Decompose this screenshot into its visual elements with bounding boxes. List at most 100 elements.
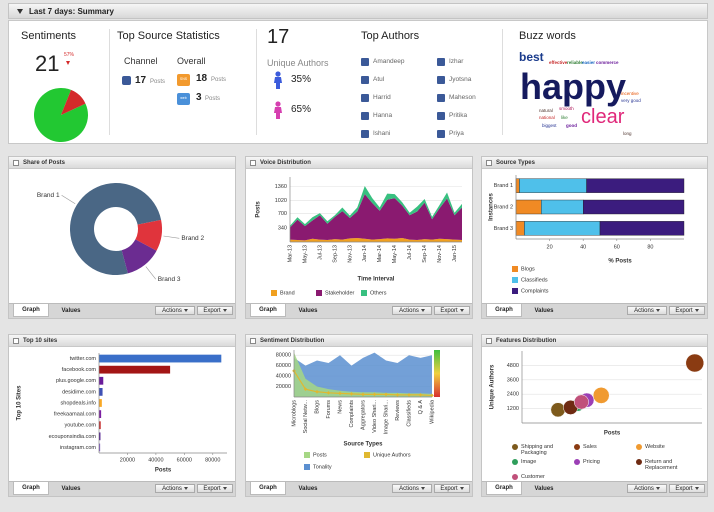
x-axis-title: Posts: [155, 468, 172, 474]
buzz-word: smooth: [559, 106, 574, 111]
buzz-word: reliable: [567, 60, 583, 65]
author-name: Ishani: [373, 130, 391, 137]
buzz-word: very good: [621, 98, 641, 103]
panel-title: Voice Distribution: [260, 159, 311, 166]
graph-tab[interactable]: Graph: [486, 482, 522, 495]
bar-segment: [582, 199, 685, 215]
y-tick-label: 40000: [276, 374, 291, 380]
x-tick-label: Social Netw...: [303, 400, 309, 434]
values-tab[interactable]: Values: [298, 307, 318, 314]
export-button[interactable]: Export: [434, 306, 470, 315]
export-button[interactable]: Export: [434, 484, 470, 493]
x-tick-label: Jan-14: [362, 245, 368, 262]
legend-item: Return and Replacement: [636, 459, 706, 471]
graph-tab[interactable]: Graph: [13, 304, 49, 317]
y-tick-label: 1360: [275, 184, 287, 190]
buzz-word: commerce: [596, 60, 619, 65]
buzz-word: good: [566, 123, 577, 128]
x-tick-label: Video Shari...: [372, 400, 378, 433]
slice-label: Brand 2: [181, 235, 204, 242]
y-tick-label: 1020: [275, 198, 287, 204]
bar: [99, 399, 102, 407]
x-tick-label: May-13: [302, 245, 308, 263]
y-tick-label: youtube.com: [65, 423, 97, 429]
panel-icon: [486, 337, 492, 344]
y-tick-label: 60000: [276, 363, 291, 369]
facebook-icon: [437, 130, 445, 138]
column-label: Overall: [177, 56, 206, 66]
pie-slice: [34, 88, 88, 142]
legend-label: Shipping and Packaging: [521, 444, 554, 456]
actions-button[interactable]: Actions: [627, 484, 667, 493]
buzz-word: like: [561, 115, 568, 120]
panel-header: Features Distribution: [482, 335, 707, 347]
actions-button[interactable]: Actions: [155, 306, 195, 315]
bar-segment: [519, 178, 587, 193]
legend-item: Customer: [512, 474, 574, 480]
values-tab[interactable]: Values: [61, 307, 81, 314]
y-tick-label: 1200: [507, 406, 519, 412]
export-button[interactable]: Export: [669, 306, 705, 315]
buzz-word: happy: [520, 66, 627, 107]
leader-line: [163, 235, 180, 239]
x-tick-label: 80: [647, 244, 653, 250]
facebook-icon: [361, 94, 369, 102]
legend-label: Tonality: [313, 464, 332, 470]
actions-button[interactable]: Actions: [392, 306, 432, 315]
body: [274, 107, 282, 119]
values-tab[interactable]: Values: [534, 307, 554, 314]
panel: Share of Posts Brand 1 Brand 2 Brand 3 Graph…: [8, 156, 236, 319]
legend-swatch: [316, 290, 322, 296]
panel-icon: [13, 337, 19, 344]
bar-segment: [586, 178, 685, 193]
panel: Features Distribution 1200 2400 3600 4800 Pos…: [481, 334, 708, 497]
female-share: 65%: [291, 104, 312, 115]
x-tick-label: Image Shari...: [383, 400, 389, 435]
source-icon: SNS: [177, 74, 190, 86]
x-axis-title: % Posts: [608, 259, 632, 265]
source-unit: Posts: [150, 79, 166, 85]
author-name: Jyotsna: [449, 76, 472, 83]
values-tab[interactable]: Values: [61, 485, 81, 492]
x-tick-label: Aggregators: [360, 400, 366, 430]
export-button[interactable]: Export: [197, 484, 233, 493]
graph-tab[interactable]: Graph: [250, 304, 286, 317]
values-tab[interactable]: Values: [534, 485, 554, 492]
actions-button[interactable]: Actions: [155, 484, 195, 493]
y-tick-label: 80000: [276, 353, 291, 359]
export-button[interactable]: Export: [669, 484, 705, 493]
actions-button[interactable]: Actions: [627, 306, 667, 315]
sentiment-value: 21: [35, 51, 60, 76]
legend-swatch: [304, 452, 310, 458]
area: [294, 352, 432, 397]
male-share: 35%: [291, 74, 312, 85]
graph-tab[interactable]: Graph: [486, 304, 522, 317]
panel: Source Types Brand 1 Brand 2 Brand 3 20 40 60 8…: [481, 156, 708, 319]
divider: [109, 29, 110, 135]
y-tick-label: shopdeals.info: [61, 400, 96, 406]
graph-tab[interactable]: Graph: [13, 482, 49, 495]
x-tick-label: 40000: [148, 457, 163, 463]
donut-slice: [69, 183, 162, 275]
export-button[interactable]: Export: [197, 306, 233, 315]
panel: Top 10 sites twitter.com facebook.com plus.…: [8, 334, 236, 497]
source-unit: Posts: [211, 77, 227, 83]
legend-swatch: [364, 452, 370, 458]
panel-header: Voice Distribution: [246, 157, 472, 169]
source-unit: Posts: [205, 96, 221, 102]
legend-label: Complaints: [521, 288, 549, 294]
graph-tab[interactable]: Graph: [250, 482, 286, 495]
y-axis-title: Posts: [256, 201, 262, 218]
panel-footer: Graph Values Actions Export: [9, 481, 235, 496]
buzz-word: easier: [582, 60, 596, 65]
panel-icon: [13, 159, 19, 166]
sentiment-pie: [34, 88, 88, 142]
actions-button[interactable]: Actions: [392, 484, 432, 493]
author-name: Amandeep: [373, 58, 405, 65]
y-tick-label: 700: [278, 211, 287, 217]
summary-header[interactable]: Last 7 days: Summary: [8, 3, 708, 19]
legend-swatch: [512, 474, 518, 480]
values-tab[interactable]: Values: [298, 485, 318, 492]
panel-footer: Graph Values Actions Export: [246, 481, 472, 496]
